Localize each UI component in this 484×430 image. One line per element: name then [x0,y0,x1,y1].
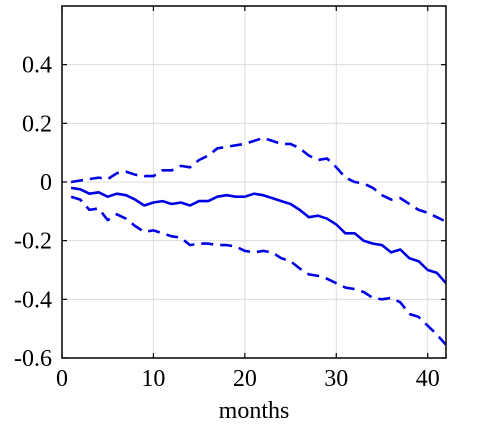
y-tick-label: 0 [40,170,52,196]
x-tick-labels: 0 10 20 30 40 [56,366,440,392]
y-tick-label: -0.6 [14,346,52,372]
x-tick-label: 0 [56,366,68,392]
x-axis-label: months [219,398,290,424]
series-layer [70,136,447,346]
y-tick-label: 0.4 [22,53,52,79]
gridlines [62,6,446,358]
series-line-upper-band [70,136,447,223]
y-tick-label: -0.2 [14,229,52,255]
y-tick-labels: -0.6 -0.4 -0.2 0 0.2 0.4 [14,53,52,372]
x-tick-label: 20 [233,366,257,392]
y-tick-label: 0.2 [22,111,52,137]
tick-marks [61,6,446,359]
series-line-estimate [70,186,447,285]
series-line-lower-band [70,195,447,346]
x-tick-label: 30 [324,366,348,392]
x-tick-label: 40 [416,366,440,392]
x-tick-label: 10 [141,366,165,392]
y-tick-label: -0.4 [14,287,52,313]
